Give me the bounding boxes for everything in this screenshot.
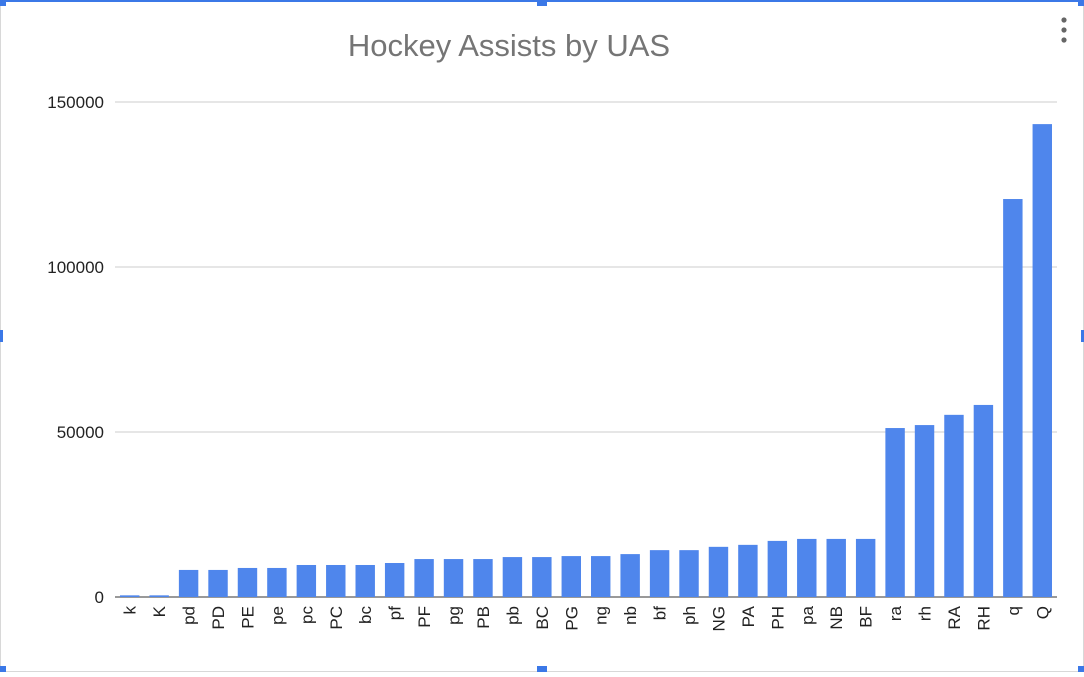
bar (296, 564, 317, 597)
x-tick-label: bc (356, 606, 375, 624)
x-tick-label: BC (533, 606, 552, 630)
bar (738, 544, 758, 597)
bar (149, 595, 169, 597)
x-tick-label: pg (445, 606, 464, 625)
y-tick-label: 100000 (47, 258, 104, 277)
chart-title: Hockey Assists by UAS (348, 28, 670, 63)
bar (767, 540, 788, 597)
x-tick-label: ra (886, 605, 905, 621)
bar (443, 559, 464, 597)
x-tick-label: PA (739, 605, 758, 627)
x-tick-label: PE (238, 606, 257, 629)
bar (532, 557, 552, 597)
x-tick-label: K (150, 605, 169, 617)
y-tick-label: 0 (95, 588, 104, 607)
x-tick-label: NB (827, 606, 846, 630)
x-tick-label: RH (974, 606, 993, 631)
bar (679, 550, 699, 597)
x-tick-label: NG (709, 606, 728, 632)
bar (237, 567, 258, 597)
bar (826, 538, 846, 597)
x-tick-label: nb (621, 606, 640, 625)
x-tick-label: ph (680, 606, 699, 625)
x-tick-label: bf (651, 606, 670, 620)
x-tick-label: PG (562, 606, 581, 631)
x-tick-label: PB (474, 606, 493, 629)
x-tick-label: k (121, 606, 140, 615)
x-tick-label: Q (1033, 606, 1052, 619)
bar (797, 538, 817, 597)
bar (561, 556, 581, 597)
bar (885, 428, 905, 597)
y-tick-label: 50000 (57, 423, 104, 442)
menu-icon[interactable] (1061, 17, 1067, 43)
bar (708, 546, 729, 597)
bar (973, 404, 994, 597)
bar (620, 554, 640, 597)
x-tick-label: RA (945, 605, 964, 629)
x-tick-label: pd (180, 606, 199, 625)
bar (178, 569, 199, 597)
bar (649, 550, 670, 597)
x-tick-label: pe (268, 606, 287, 625)
bar (1032, 124, 1052, 598)
bar (914, 425, 935, 597)
x-tick-label: BF (857, 606, 876, 628)
x-tick-label: pa (798, 605, 817, 624)
x-tick-label: PF (415, 606, 434, 628)
bar (326, 564, 346, 597)
bar (120, 595, 140, 597)
bar (1003, 199, 1023, 597)
x-tick-label: pc (297, 606, 316, 624)
bar (208, 569, 228, 597)
bar (384, 563, 405, 597)
bar (473, 559, 493, 597)
x-tick-label: q (1004, 606, 1023, 615)
bar (267, 567, 287, 597)
y-tick-label: 150000 (47, 93, 104, 112)
x-tick-label: rh (916, 606, 935, 621)
x-tick-label: pb (503, 606, 522, 625)
bar (502, 557, 523, 597)
bar (414, 559, 434, 597)
bar (944, 414, 964, 597)
x-tick-label: pf (386, 606, 405, 620)
x-tick-label: PH (768, 606, 787, 630)
x-tick-label: PD (209, 606, 228, 630)
x-tick-label: ng (592, 606, 611, 625)
x-tick-label: PC (327, 606, 346, 630)
bar (855, 538, 876, 597)
bar (591, 556, 611, 597)
bar (355, 564, 375, 597)
